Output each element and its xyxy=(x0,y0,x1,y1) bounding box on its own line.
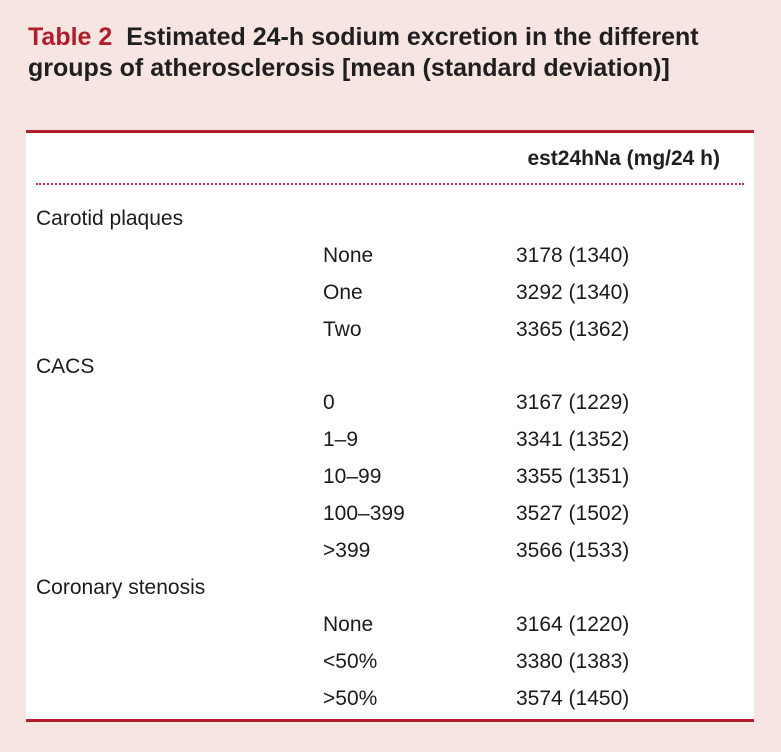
row-level-label: 0 xyxy=(323,391,335,415)
table-caption: Table 2 Estimated 24-h sodium excretion i… xyxy=(28,22,758,84)
table-row: 0 3167 (1229) xyxy=(26,385,754,422)
row-value: 3167 (1229) xyxy=(516,391,630,415)
row-level-label: 100–399 xyxy=(323,502,405,526)
row-value: 3365 (1362) xyxy=(516,317,630,341)
row-level-label: <50% xyxy=(323,649,378,673)
data-table: est24hNa (mg/24 h) Carotid plaques None … xyxy=(26,133,754,719)
table-row: <50% 3380 (1383) xyxy=(26,644,754,681)
table-row: 1–9 3341 (1352) xyxy=(26,422,754,459)
header-dotted-divider xyxy=(36,183,744,185)
row-value: 3566 (1533) xyxy=(516,539,630,563)
table-body: Carotid plaques None 3178 (1340) One 329… xyxy=(26,201,754,717)
row-level-label: >50% xyxy=(323,686,378,710)
row-value: 3178 (1340) xyxy=(516,243,630,267)
table-row: >399 3566 (1533) xyxy=(26,533,754,570)
bottom-rule xyxy=(26,719,754,722)
row-value: 3355 (1351) xyxy=(516,465,630,489)
table-row: CACS xyxy=(26,349,754,386)
column-header-est24hna: est24hNa (mg/24 h) xyxy=(527,147,720,170)
row-group-label: CACS xyxy=(36,354,95,378)
row-value: 3341 (1352) xyxy=(516,428,630,452)
table-row: None 3178 (1340) xyxy=(26,238,754,275)
row-level-label: >399 xyxy=(323,539,371,563)
row-value: 3164 (1220) xyxy=(516,612,630,636)
table-row: 100–399 3527 (1502) xyxy=(26,496,754,533)
row-value: 3574 (1450) xyxy=(516,686,630,710)
row-group-label: Carotid plaques xyxy=(36,207,184,230)
row-level-label: 1–9 xyxy=(323,428,359,452)
table-row: 10–99 3355 (1351) xyxy=(26,459,754,496)
table-row: Carotid plaques xyxy=(26,201,754,238)
row-group-label: Coronary stenosis xyxy=(36,575,206,599)
table-row: None 3164 (1220) xyxy=(26,607,754,644)
row-value: 3380 (1383) xyxy=(516,649,630,673)
row-level-label: None xyxy=(323,243,374,267)
row-level-label: One xyxy=(323,280,363,304)
row-value: 3527 (1502) xyxy=(516,502,630,526)
row-value: 3292 (1340) xyxy=(516,280,630,304)
row-level-label: Two xyxy=(323,317,362,341)
table-row: Two 3365 (1362) xyxy=(26,312,754,349)
row-level-label: 10–99 xyxy=(323,465,382,489)
table-row: One 3292 (1340) xyxy=(26,275,754,312)
top-rule xyxy=(26,130,754,133)
table-title: Estimated 24-h sodium excretion in the d… xyxy=(28,23,699,82)
table-number: Table 2 xyxy=(28,23,113,51)
row-level-label: None xyxy=(323,612,374,636)
table-row: Coronary stenosis xyxy=(26,570,754,607)
table-row: >50% 3574 (1450) xyxy=(26,681,754,718)
